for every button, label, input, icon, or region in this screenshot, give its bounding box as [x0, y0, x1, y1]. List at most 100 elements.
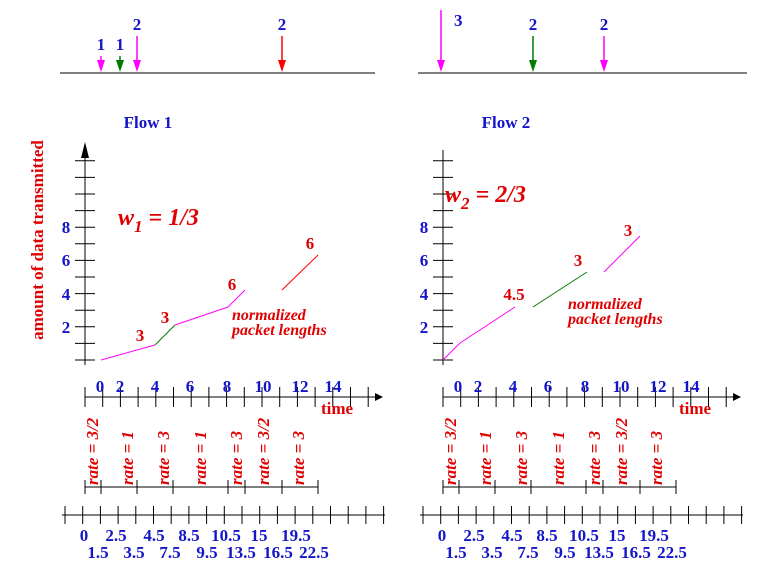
rate-label: rate = 3	[647, 430, 666, 485]
y-tick-label: 4	[420, 285, 429, 304]
arrow-head	[116, 60, 124, 72]
x-tick-label: 2	[474, 377, 483, 396]
schedule-start: 0	[80, 526, 89, 545]
x-tick-label: 14	[683, 377, 701, 396]
weight: w1 = 1/3	[118, 205, 199, 236]
arrival-label: 2	[278, 15, 287, 34]
axis-arrowhead	[375, 393, 383, 401]
schedule-end: 1.5	[87, 543, 108, 562]
schedule-end: 22.5	[657, 543, 687, 562]
schedule-start: 19.5	[639, 526, 669, 545]
y-tick-label: 8	[62, 218, 71, 237]
service-curve	[174, 306, 229, 326]
schedule-end: 9.5	[196, 543, 217, 562]
schedule-end: 7.5	[517, 543, 538, 562]
arrow-head	[278, 60, 286, 72]
schedule-end: 3.5	[123, 543, 144, 562]
service-curve	[459, 306, 516, 344]
arrival-label: 1	[116, 35, 125, 54]
axis-arrowhead	[733, 393, 741, 401]
x-tick-label: 10	[255, 377, 272, 396]
rate-label: rate = 1	[476, 431, 495, 485]
x-tick-label: 0	[454, 377, 463, 396]
weight-rest: = 2/3	[476, 182, 526, 208]
x-axis-label: time	[679, 399, 712, 418]
x-tick-label: 12	[650, 377, 667, 396]
service-curve	[154, 324, 176, 346]
axis-arrowhead	[81, 142, 89, 158]
y-tick-label: 6	[420, 251, 429, 270]
service-curve	[227, 289, 246, 308]
schedule-end: 22.5	[299, 543, 329, 562]
schedule-start: 2.5	[463, 526, 484, 545]
rate-label: rate = 3	[585, 430, 604, 485]
schedule-start: 10.5	[569, 526, 599, 545]
schedule-start: 8.5	[178, 526, 199, 545]
x-tick-label: 6	[186, 377, 195, 396]
arrow-head	[529, 60, 537, 72]
rate-label: rate = 3	[289, 430, 308, 485]
x-tick-label: 4	[151, 377, 160, 396]
rate-label: rate = 3/2	[441, 417, 460, 485]
rate-label: rate = 3/2	[254, 417, 273, 485]
rate-label: rate = 3	[512, 430, 531, 485]
weight-symbol: w	[118, 205, 135, 231]
segment-label: 3	[624, 221, 633, 240]
arrival-label: 1	[97, 35, 106, 54]
schedule-start: 15	[251, 526, 268, 545]
panel-title: Flow 2	[482, 113, 531, 132]
segment-label: 3	[161, 308, 170, 327]
rate-label: rate = 3	[154, 430, 173, 485]
arrow-head	[437, 60, 445, 72]
arrival-label: 2	[529, 15, 538, 34]
schedule-start: 15	[609, 526, 626, 545]
arrival-label: 2	[133, 15, 142, 34]
y-axis-label: amount of data transmitted	[28, 140, 47, 340]
arrow-head	[97, 60, 105, 72]
rate-label: rate = 1	[549, 431, 568, 485]
service-curve	[442, 342, 461, 361]
segment-label: 6	[228, 275, 237, 294]
x-tick-label: 12	[292, 377, 309, 396]
y-tick-label: 6	[62, 251, 71, 270]
arrow-head	[133, 60, 141, 72]
rate-label: rate = 1	[191, 431, 210, 485]
schedule-start: 4.5	[143, 526, 164, 545]
x-axis-label: time	[321, 399, 354, 418]
schedule-end: 3.5	[481, 543, 502, 562]
x-tick-label: 6	[544, 377, 553, 396]
arrival-label: 3	[454, 11, 463, 30]
y-tick-label: 2	[420, 318, 429, 337]
service-curve	[603, 235, 641, 273]
schedule-start: 8.5	[536, 526, 557, 545]
y-tick-label: 2	[62, 318, 71, 337]
segment-label: 3	[574, 251, 583, 270]
arrow-head	[600, 60, 608, 72]
service-curve	[281, 254, 319, 291]
x-tick-label: 8	[581, 377, 590, 396]
x-tick-label: 0	[96, 377, 105, 396]
segment-label: 3	[136, 326, 145, 345]
panel-title: Flow 1	[124, 113, 173, 132]
rate-label: rate = 3	[227, 430, 246, 485]
x-tick-label: 10	[613, 377, 630, 396]
schedule-end: 1.5	[445, 543, 466, 562]
schedule-end: 13.5	[584, 543, 614, 562]
segment-label: 4.5	[503, 285, 524, 304]
schedule-end: 9.5	[554, 543, 575, 562]
schedule-end: 16.5	[263, 543, 293, 562]
rate-label: rate = 3/2	[612, 417, 631, 485]
weight-rest: = 1/3	[149, 205, 199, 231]
weight-subscript: 1	[134, 217, 143, 236]
schedule-end: 13.5	[226, 543, 256, 562]
x-tick-label: 2	[116, 377, 125, 396]
x-tick-label: 14	[325, 377, 343, 396]
segment-label: 6	[306, 234, 315, 253]
y-tick-label: 4	[62, 285, 71, 304]
schedule-start: 10.5	[211, 526, 241, 545]
note: normalized	[232, 307, 307, 324]
service-curve	[532, 271, 588, 308]
rate-label: rate = 1	[118, 431, 137, 485]
note: packet lengths	[230, 322, 327, 339]
